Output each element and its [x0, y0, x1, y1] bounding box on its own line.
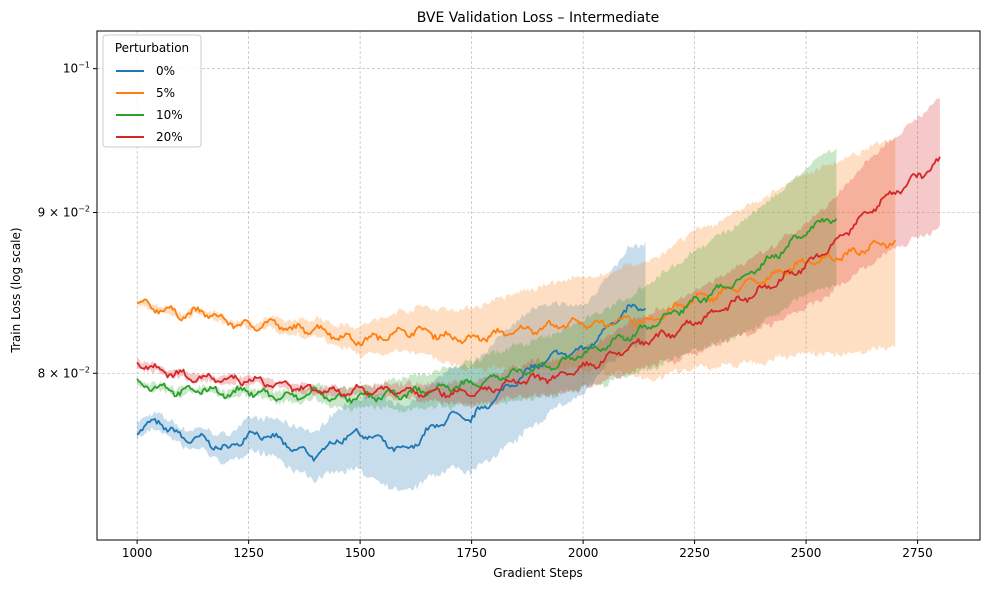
series-lines	[136, 156, 941, 462]
y-tick-label: 8 × 10−2	[38, 365, 90, 380]
band-0%	[137, 241, 646, 491]
legend-label: 10%	[156, 108, 183, 122]
x-tick-label: 2000	[568, 546, 599, 560]
x-tick-label: 1250	[233, 546, 264, 560]
gridlines	[97, 31, 980, 540]
legend-box	[102, 34, 202, 148]
x-tick-label: 2500	[791, 546, 822, 560]
y-tick-label: 9 × 10−2	[38, 204, 90, 219]
line-20%	[136, 156, 941, 399]
x-axis-ticks: 1000 1250 1500 1750 2000 2250 2500 2750	[122, 540, 933, 560]
confidence-bands	[137, 97, 940, 491]
x-tick-label: 1000	[122, 546, 153, 560]
band-10%	[137, 148, 837, 414]
band-20%	[137, 97, 940, 409]
legend-label: 0%	[156, 64, 175, 78]
chart-title: BVE Validation Loss – Intermediate	[417, 10, 660, 26]
y-axis-ticks: 10−1 9 × 10−2 8 × 10−2	[38, 61, 97, 380]
x-tick-label: 2250	[679, 546, 710, 560]
y-tick-label: 10−1	[63, 61, 90, 76]
x-tick-label: 2750	[902, 546, 933, 560]
line-0%	[136, 303, 646, 462]
legend: Perturbation 0% 5% 10% 20%	[102, 34, 202, 148]
legend-label: 5%	[156, 86, 175, 100]
line-5%	[137, 239, 897, 347]
band-5%	[137, 135, 896, 382]
line-10%	[136, 217, 838, 404]
plot-frame	[96, 30, 981, 541]
legend-label: 20%	[156, 130, 183, 144]
x-tick-label: 1500	[345, 546, 376, 560]
y-axis-title: Train Loss (log scale)	[9, 227, 23, 353]
x-tick-label: 1750	[456, 546, 487, 560]
x-axis-title: Gradient Steps	[493, 566, 583, 580]
legend-title: Perturbation	[115, 41, 189, 55]
legend-entries: 0% 5% 10% 20%	[116, 64, 183, 144]
